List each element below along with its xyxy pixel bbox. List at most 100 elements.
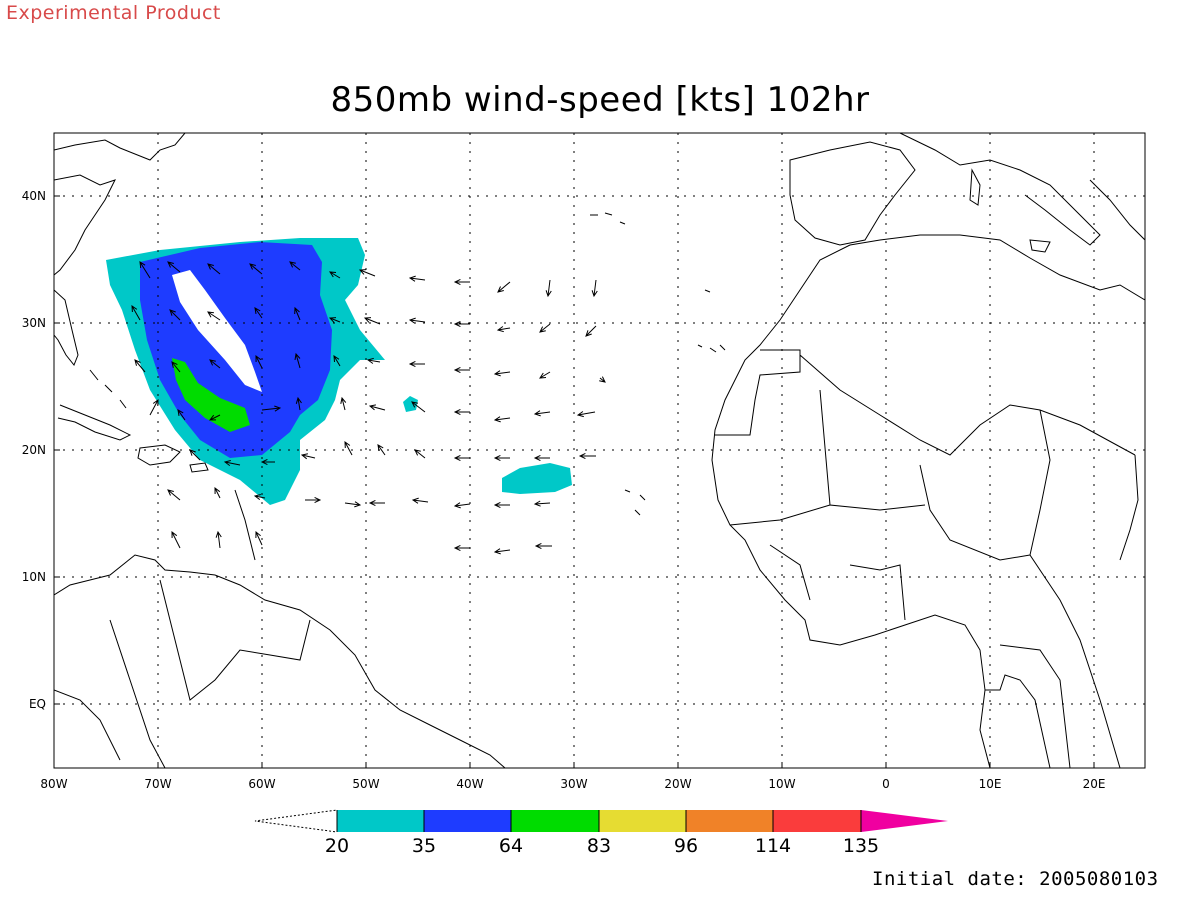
- wind-arrow: [377, 444, 386, 456]
- wind-arrow: [576, 411, 596, 418]
- wind-arrow: [368, 499, 385, 507]
- wind-arrow: [261, 405, 282, 412]
- experimental-product-label: Experimental Product: [6, 2, 221, 24]
- wind-arrow: [539, 371, 551, 379]
- wind-arrow: [300, 453, 316, 460]
- wind-arrow: [408, 275, 426, 282]
- iberia-coast: [789, 141, 916, 246]
- wind-arrow: [177, 409, 186, 421]
- wind-arrow: [255, 354, 263, 369]
- wind-arrow: [497, 281, 511, 293]
- lon-tick-label: 30W: [560, 777, 587, 791]
- wind-arrow: [453, 454, 470, 462]
- gridlines: [54, 133, 1145, 768]
- wind-arrow: [344, 440, 353, 456]
- lon-tick-label: 0: [882, 777, 890, 791]
- wind-arrow: [493, 501, 510, 509]
- sardinia-corsica: [969, 168, 981, 206]
- colorbar-swatch: [599, 810, 686, 832]
- colorbar-high-triangle: [861, 810, 948, 832]
- wind-arrow: [209, 359, 221, 369]
- wind-arrow: [223, 460, 241, 466]
- colorbar-label: 64: [499, 835, 523, 857]
- north-america-coast: [54, 133, 186, 276]
- lat-tick-label: 40N: [22, 189, 46, 203]
- colorbar-swatch: [773, 810, 861, 832]
- wind-arrow: [289, 261, 301, 271]
- lon-tick-label: 10E: [979, 777, 1002, 791]
- cuba-coast: [57, 404, 132, 441]
- wind-arrow: [534, 542, 552, 550]
- france-italy-coast: [899, 133, 1101, 246]
- wind-arrow: [344, 501, 362, 508]
- colorbar-label: 20: [325, 835, 349, 857]
- wind-arrow: [294, 352, 301, 369]
- contour-20kt-south-blob: [502, 463, 572, 494]
- lon-tick-label: 10W: [768, 777, 795, 791]
- south-america-coast: [54, 554, 506, 768]
- puerto-rico-coast: [189, 462, 209, 473]
- colorbar-label: 135: [843, 835, 879, 857]
- colorbar-low-triangle: [254, 809, 338, 833]
- colorbar-label: 35: [412, 835, 436, 857]
- wind-arrow: [533, 410, 551, 417]
- colorbar-swatch: [337, 810, 424, 832]
- africa-coast: [711, 234, 1145, 768]
- wind-arrow: [493, 454, 510, 462]
- wind-arrow: [368, 404, 386, 411]
- colorbar-swatch: [686, 810, 773, 832]
- lon-tick-label: 40W: [456, 777, 483, 791]
- contour-64kt: [172, 358, 250, 432]
- wind-vectors: [131, 261, 606, 555]
- africa-borders: [715, 349, 1139, 768]
- initial-date-label: Initial date: 2005080103: [872, 868, 1159, 890]
- south-america-interior: [54, 579, 311, 768]
- lon-tick-label: 20W: [664, 777, 691, 791]
- wind-arrow: [215, 530, 222, 549]
- wind-arrow: [453, 278, 470, 286]
- azores: [590, 212, 626, 225]
- canary-islands: [697, 289, 726, 353]
- colorbar-label: 83: [587, 835, 611, 857]
- wind-arrow: [453, 408, 470, 416]
- lon-tick-label: 80W: [40, 777, 67, 791]
- wind-arrow: [358, 269, 376, 277]
- wind-arrow: [131, 304, 141, 321]
- wind-arrow: [255, 530, 263, 546]
- wind-arrow: [533, 454, 550, 462]
- wind-arrow: [329, 271, 341, 279]
- wind-arrow: [208, 414, 221, 421]
- wind-arrow: [260, 458, 275, 466]
- wind-arrow: [333, 355, 341, 367]
- wind-arrow: [414, 449, 426, 459]
- wind-arrow: [249, 263, 263, 275]
- lat-tick-label: 20N: [22, 443, 46, 457]
- balkans-coast: [1089, 179, 1145, 241]
- wind-arrow: [139, 261, 151, 279]
- wind-arrow: [294, 306, 301, 321]
- lon-tick-label: 20E: [1083, 777, 1106, 791]
- colorbar-label: 114: [755, 835, 791, 857]
- wind-arrow: [493, 416, 511, 423]
- wind-arrow: [591, 279, 598, 298]
- wind-arrow: [171, 361, 181, 373]
- wind-arrow: [453, 320, 470, 328]
- lesser-antilles: [234, 489, 256, 561]
- wind-arrow: [493, 548, 511, 555]
- wind-arrow: [363, 317, 381, 325]
- map-title: 850mb wind-speed [kts] 102hr: [330, 80, 870, 120]
- wind-arrow: [167, 489, 181, 501]
- wind-arrow: [134, 359, 146, 373]
- wind-arrow: [171, 530, 181, 549]
- hispaniola-coast: [137, 444, 181, 466]
- coastlines: [54, 133, 1145, 768]
- wind-arrow: [545, 279, 552, 298]
- wind-arrow: [328, 317, 341, 323]
- lon-tick-label: 60W: [248, 777, 275, 791]
- axis-ticks: [53, 195, 1095, 768]
- wind-arrow: [295, 396, 302, 411]
- wind-arrow: [408, 317, 426, 324]
- lat-tick-label: 30N: [22, 316, 46, 330]
- contour-weak-core: [172, 270, 262, 392]
- contour-20kt-small-blob: [403, 396, 418, 412]
